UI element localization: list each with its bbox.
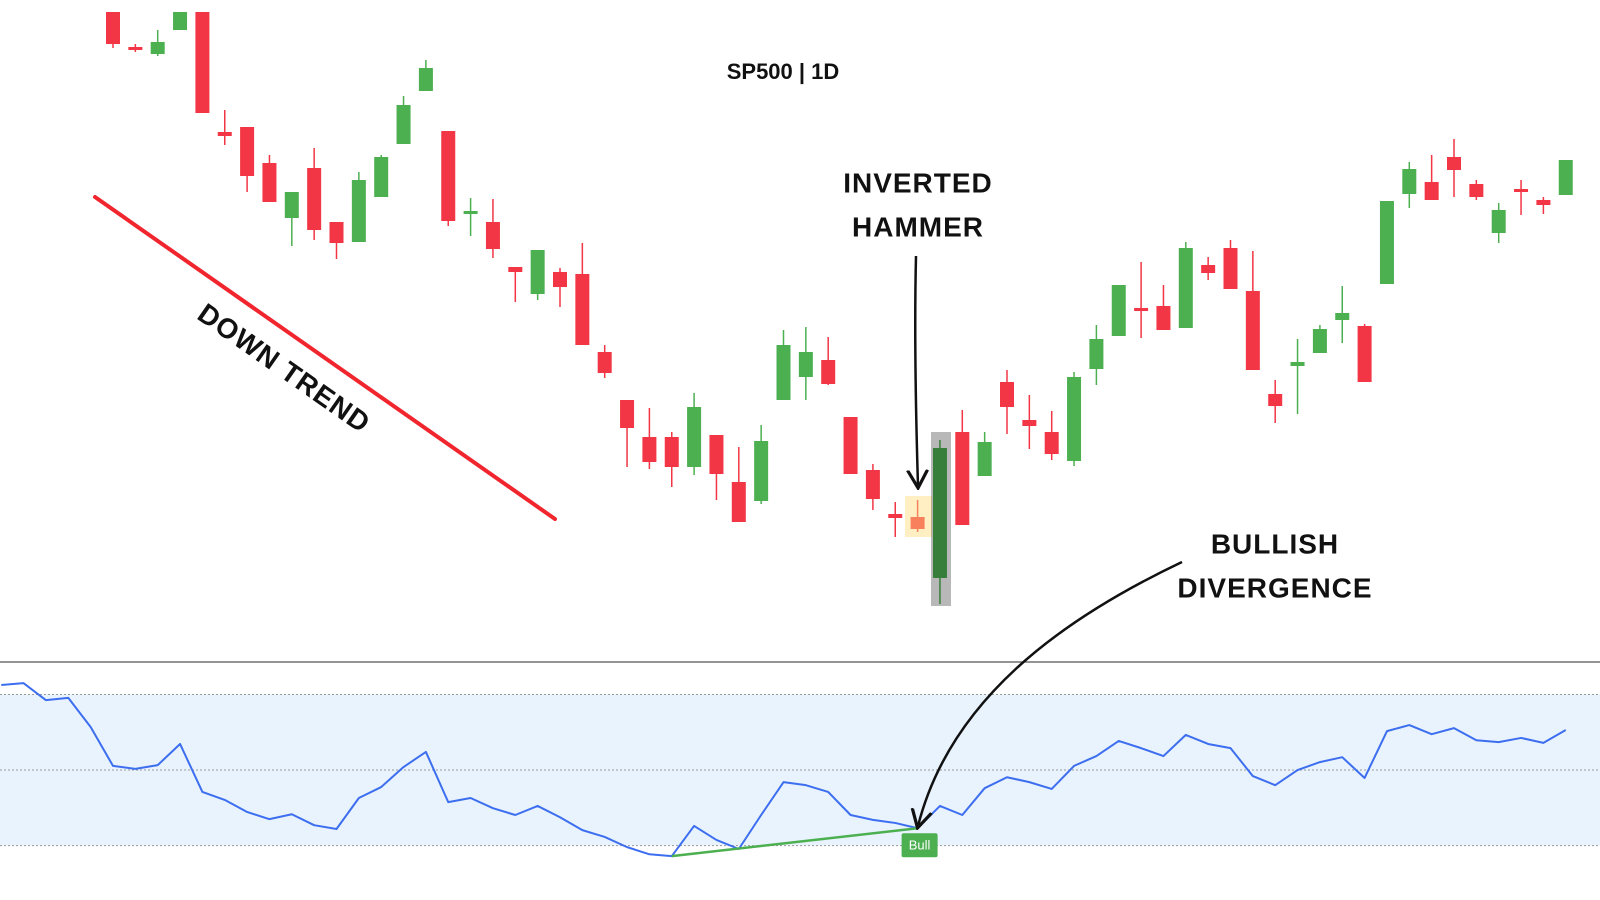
candle-body	[1156, 306, 1171, 330]
chart-title: SP500 | 1D	[727, 59, 840, 84]
candle-body	[418, 68, 433, 91]
candle-body	[396, 105, 411, 144]
trend-line	[93, 195, 557, 521]
candle-body	[262, 163, 277, 202]
candle-body	[441, 131, 456, 221]
candle-body	[1178, 248, 1193, 328]
candle-body	[687, 407, 702, 467]
divergence-badge	[901, 833, 938, 858]
candle-body	[597, 352, 612, 373]
candle-body	[1379, 201, 1394, 284]
candle-body	[865, 470, 880, 499]
candle-body	[1201, 265, 1216, 273]
candle-body	[731, 482, 746, 522]
candle-body	[284, 192, 299, 218]
candle-body	[798, 352, 813, 377]
rsi-line	[1, 682, 1567, 858]
candle-body	[1290, 362, 1305, 366]
candle-body	[150, 42, 165, 54]
candle-body	[508, 267, 523, 272]
candle-body	[1447, 157, 1461, 170]
candle-body	[888, 514, 903, 518]
candle-body	[1044, 432, 1059, 454]
candle-body	[1223, 248, 1238, 289]
candle-body	[1312, 329, 1327, 353]
arrow	[915, 255, 918, 486]
candle-body	[240, 127, 255, 176]
candle-body	[173, 12, 188, 30]
candle-highlight	[931, 432, 951, 606]
candle-body	[1335, 313, 1350, 320]
annotation: HAMMER	[852, 211, 984, 242]
candle-body	[843, 417, 858, 474]
candle-body	[553, 272, 567, 287]
candle-body	[1134, 308, 1149, 311]
candle-body	[1469, 184, 1484, 197]
candle-body	[977, 442, 992, 476]
candle-body	[932, 448, 947, 578]
candle-body	[1000, 382, 1014, 407]
candle-body	[709, 435, 724, 474]
candle-body	[1424, 182, 1439, 200]
candle-body	[575, 274, 590, 345]
candle-body	[1491, 210, 1506, 233]
candle-body	[664, 437, 679, 467]
divergence-line	[671, 826, 918, 858]
candle-body	[106, 12, 120, 44]
candle-body	[463, 211, 478, 214]
rsi-levels	[0, 693, 1600, 847]
annotation: DOWN TREND	[192, 297, 376, 439]
candle-body	[776, 345, 791, 400]
candle-body	[1111, 285, 1126, 336]
candle-body	[910, 517, 925, 529]
candle-body	[1536, 200, 1551, 205]
candle-body	[307, 168, 322, 230]
annotation: BULLISH	[1211, 528, 1339, 559]
rsi-pane: Bull	[1, 682, 1567, 858]
candle-body	[1022, 420, 1037, 426]
candle-body	[1089, 339, 1104, 369]
candle-body	[351, 180, 366, 242]
candle-body	[1402, 169, 1417, 194]
candle-body	[128, 47, 143, 50]
hammer-highlight	[905, 496, 932, 537]
candles	[106, 12, 1573, 604]
candle-body	[754, 441, 769, 501]
divergence-label: Bull	[909, 838, 931, 853]
candle-body	[642, 437, 657, 462]
candle-body	[821, 360, 836, 384]
candle-body	[1514, 189, 1529, 192]
candle-body	[195, 12, 210, 113]
candle-body	[1558, 160, 1573, 195]
candle-body	[374, 157, 389, 197]
candle-body	[217, 132, 232, 136]
annotation: DIVERGENCE	[1177, 572, 1372, 603]
candle-body	[329, 222, 344, 243]
candle-body	[530, 250, 545, 294]
candle-body	[620, 400, 635, 428]
annotation: INVERTED	[843, 167, 993, 198]
candle-body	[1357, 326, 1372, 382]
arrow	[918, 560, 1183, 826]
candle-body	[1245, 291, 1260, 370]
candle-body	[955, 432, 970, 525]
candle-body	[1268, 394, 1283, 406]
candle-body	[1067, 377, 1082, 461]
candle-body	[485, 222, 500, 249]
